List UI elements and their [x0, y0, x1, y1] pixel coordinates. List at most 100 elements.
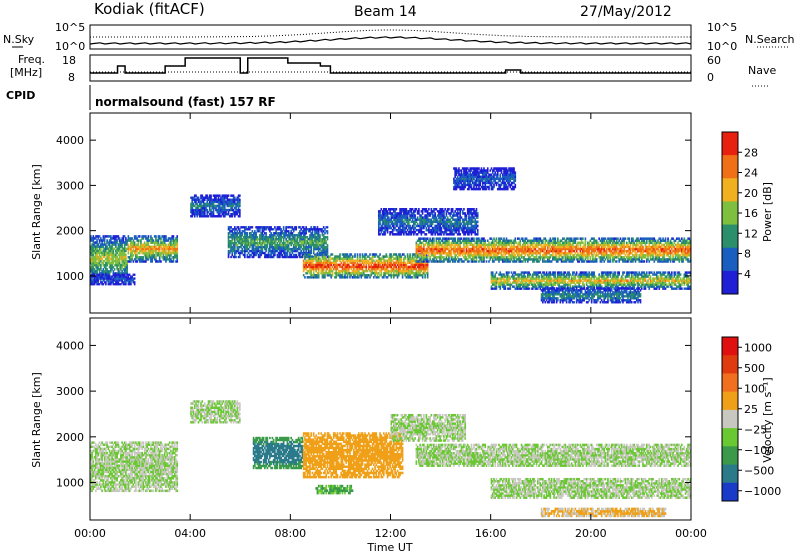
- heatmap-cell: [170, 245, 172, 249]
- heatmap-cell: [232, 247, 235, 251]
- heatmap-cell: [207, 204, 210, 208]
- heatmap-cell: [123, 255, 126, 259]
- heatmap-cell: [95, 277, 97, 280]
- heatmap-cell: [197, 206, 200, 210]
- heatmap-cell: [252, 249, 255, 253]
- heatmap-cell: [146, 239, 148, 242]
- heatmap-cell: [232, 204, 235, 208]
- heatmap-cell: [418, 208, 420, 211]
- heatmap-cell: [241, 243, 244, 247]
- heatmap-cell: [107, 279, 110, 282]
- heatmap-cell: [226, 194, 229, 197]
- heatmap-cell: [200, 210, 202, 214]
- heatmap-cell: [140, 245, 142, 249]
- heatmap-cell: [162, 256, 165, 259]
- heatmap-cell: [108, 283, 111, 286]
- heatmap-cell: [232, 202, 235, 206]
- heatmap-cell: [213, 198, 216, 202]
- heatmap-cell: [235, 243, 237, 247]
- heatmap-cell: [227, 200, 230, 204]
- heatmap-cell: [238, 194, 241, 197]
- heatmap-cell: [132, 243, 135, 247]
- heatmap-cell: [228, 251, 231, 255]
- heatmap-cell: [195, 202, 197, 206]
- heatmap-cell: [112, 249, 115, 253]
- heatmap-cell: [250, 239, 252, 243]
- heatmap-cell: [100, 247, 102, 250]
- heatmap-cell: [233, 200, 236, 204]
- heatmap-cell: [118, 247, 121, 250]
- heatmap-cell: [95, 257, 97, 261]
- heatmap-cell: [252, 243, 255, 247]
- heatmap-cell: [220, 200, 222, 204]
- heatmap-cell: [238, 253, 241, 257]
- heatmap-cell: [172, 249, 175, 253]
- heatmap-cell: [91, 276, 93, 279]
- heatmap-cell: [120, 274, 122, 277]
- heatmap-cell: [145, 247, 147, 251]
- heatmap-cell: [108, 245, 111, 248]
- heatmap-cell: [228, 226, 231, 229]
- heatmap-cell: [247, 239, 250, 243]
- heatmap-cell: [226, 204, 229, 208]
- heatmap-cell: [237, 194, 240, 197]
- heatmap-cell: [155, 256, 157, 259]
- heatmap-cell: [245, 238, 247, 241]
- heatmap-cell: [125, 237, 127, 240]
- station-title: Kodiak (fitACF): [94, 0, 205, 18]
- heatmap-cell: [235, 234, 237, 237]
- heatmap-cell: [238, 232, 241, 235]
- heatmap-cell: [155, 251, 157, 255]
- heatmap-cell: [121, 272, 123, 275]
- heatmap-cell: [111, 263, 113, 267]
- heatmap-cell: [173, 241, 176, 244]
- heatmap-cell: [122, 283, 125, 286]
- heatmap-cell: [98, 253, 101, 257]
- heatmap-cell: [236, 202, 239, 206]
- heatmap-cell: [116, 273, 118, 276]
- heatmap-cell: [96, 245, 98, 248]
- heatmap-cell: [232, 241, 235, 245]
- heatmap-cell: [211, 210, 214, 214]
- heatmap-cell: [125, 259, 127, 263]
- heatmap-cell: [120, 279, 122, 282]
- heatmap-cell: [98, 268, 101, 271]
- heatmap-cell: [92, 263, 95, 267]
- heatmap-cell: [130, 239, 132, 242]
- heatmap-cell: [247, 226, 250, 229]
- heatmap-cell: [116, 257, 118, 261]
- heatmap-cell: [130, 277, 132, 280]
- heatmap-cell: [231, 215, 234, 218]
- heatmap-cell: [205, 202, 207, 206]
- heatmap-cell: [208, 212, 211, 216]
- heatmap-cell: [168, 256, 171, 259]
- heatmap-cell: [98, 277, 101, 280]
- heatmap-cell: [218, 206, 221, 210]
- heatmap-cell: [142, 247, 145, 251]
- heatmap-cell: [170, 258, 172, 261]
- heatmap-cell: [110, 263, 112, 267]
- heatmap-cell: [162, 235, 165, 238]
- heatmap-cell: [245, 245, 247, 249]
- heatmap-cell: [215, 215, 217, 218]
- heatmap-cell: [137, 239, 140, 242]
- heatmap-cell: [240, 245, 242, 249]
- heatmap-cell: [151, 253, 154, 257]
- heatmap-cell: [175, 243, 177, 247]
- heatmap-cell: [117, 235, 120, 238]
- nave-label: Nave: [748, 64, 776, 77]
- heatmap-cell: [165, 249, 167, 253]
- heatmap-cell: [98, 247, 101, 250]
- heatmap-cell: [476, 212, 479, 215]
- heatmap-cell: [208, 202, 211, 206]
- heatmap-cell: [232, 212, 235, 216]
- heatmap-cell: [127, 283, 130, 286]
- heatmap-cell: [233, 196, 236, 199]
- heatmap-cell: [197, 200, 200, 204]
- heatmap-cell: [201, 206, 204, 210]
- heatmap-cell: [236, 247, 239, 251]
- heatmap-cell: [120, 241, 122, 244]
- heatmap-cell: [127, 239, 130, 242]
- heatmap-cell: [107, 261, 110, 265]
- heatmap-cell: [95, 251, 97, 255]
